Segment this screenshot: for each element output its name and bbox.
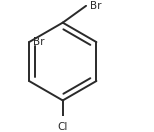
- Text: Cl: Cl: [58, 122, 68, 132]
- Text: Br: Br: [33, 37, 45, 47]
- Text: Br: Br: [90, 1, 101, 11]
